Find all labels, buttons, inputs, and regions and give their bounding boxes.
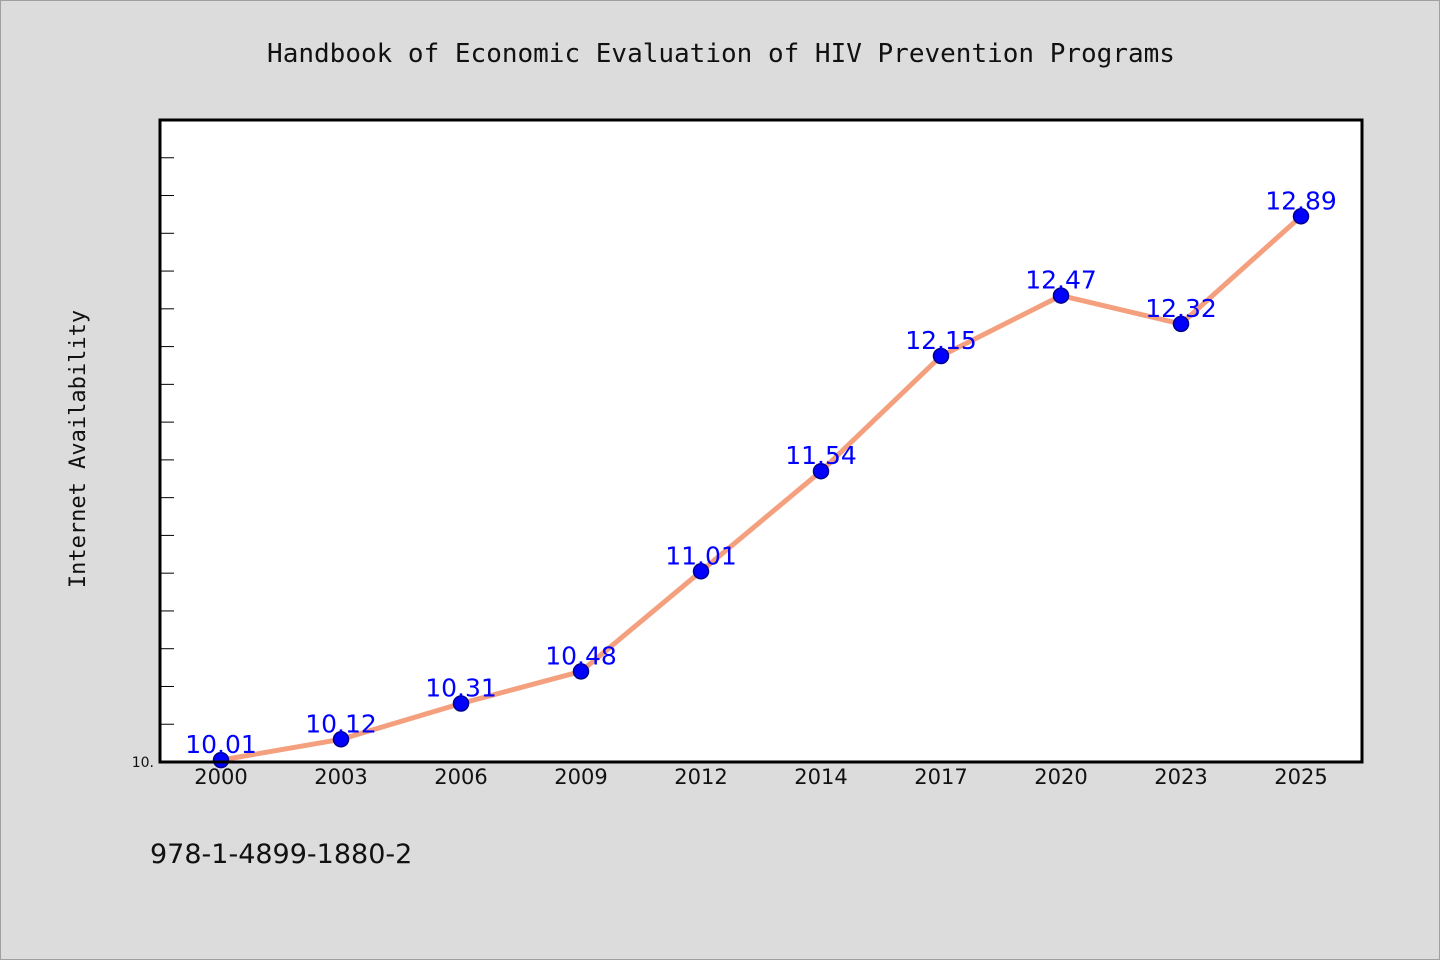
data-label: 11.01 (665, 541, 737, 570)
plot-area (160, 120, 1362, 762)
data-label: 12.32 (1145, 294, 1217, 323)
data-label-layer: 10.01 10.12 10.31 10.48 11.01 11.54 12.15 12.47… (185, 186, 1337, 759)
x-tick-label: 2000 (194, 765, 247, 789)
x-tick-label: 2023 (1154, 765, 1207, 789)
isbn-text: 978-1-4899-1880-2 (150, 839, 412, 870)
x-tick-label: 2006 (434, 765, 487, 789)
data-point (692, 563, 710, 580)
series-line-layer (218, 213, 1304, 763)
x-tick-label: 2003 (314, 765, 367, 789)
x-tick-label: 2014 (794, 765, 847, 789)
data-point (452, 695, 470, 712)
x-tick-label: 2025 (1274, 765, 1327, 789)
data-label: 10.12 (305, 709, 377, 738)
data-point (572, 663, 590, 680)
data-point (812, 462, 830, 480)
data-point (932, 347, 950, 365)
data-label: 11.54 (785, 441, 857, 470)
data-point (332, 731, 350, 748)
data-point (1292, 208, 1310, 225)
x-tick-label: 2009 (554, 765, 607, 789)
data-point (1052, 287, 1070, 304)
data-label: 10.01 (185, 730, 257, 759)
data-label: 10.48 (545, 641, 617, 670)
x-tick-label: 2017 (914, 765, 967, 789)
data-point (1172, 315, 1190, 333)
chart-title: Handbook of Economic Evaluation of HIV P… (267, 39, 1175, 69)
y-axis-label: Internet Availability (66, 310, 91, 588)
x-tick-label: 2012 (674, 765, 727, 789)
data-label: 12.47 (1025, 266, 1097, 295)
y-tick-label: 10. (132, 755, 154, 771)
plot-border (158, 118, 1364, 764)
data-label: 10.31 (425, 674, 497, 703)
y-axis-tick-labels: 10. (132, 755, 154, 771)
series-line (218, 213, 1304, 763)
data-point (212, 751, 230, 769)
y-axis-ticks (160, 157, 174, 725)
data-label: 12.89 (1265, 186, 1337, 215)
x-axis-tick-labels: 2000 2003 2006 2009 2012 2014 2017 2020 2023 2025 (194, 765, 1327, 789)
data-label: 12.15 (905, 326, 977, 355)
data-point-layer (212, 208, 1310, 769)
x-tick-label: 2020 (1034, 765, 1087, 789)
